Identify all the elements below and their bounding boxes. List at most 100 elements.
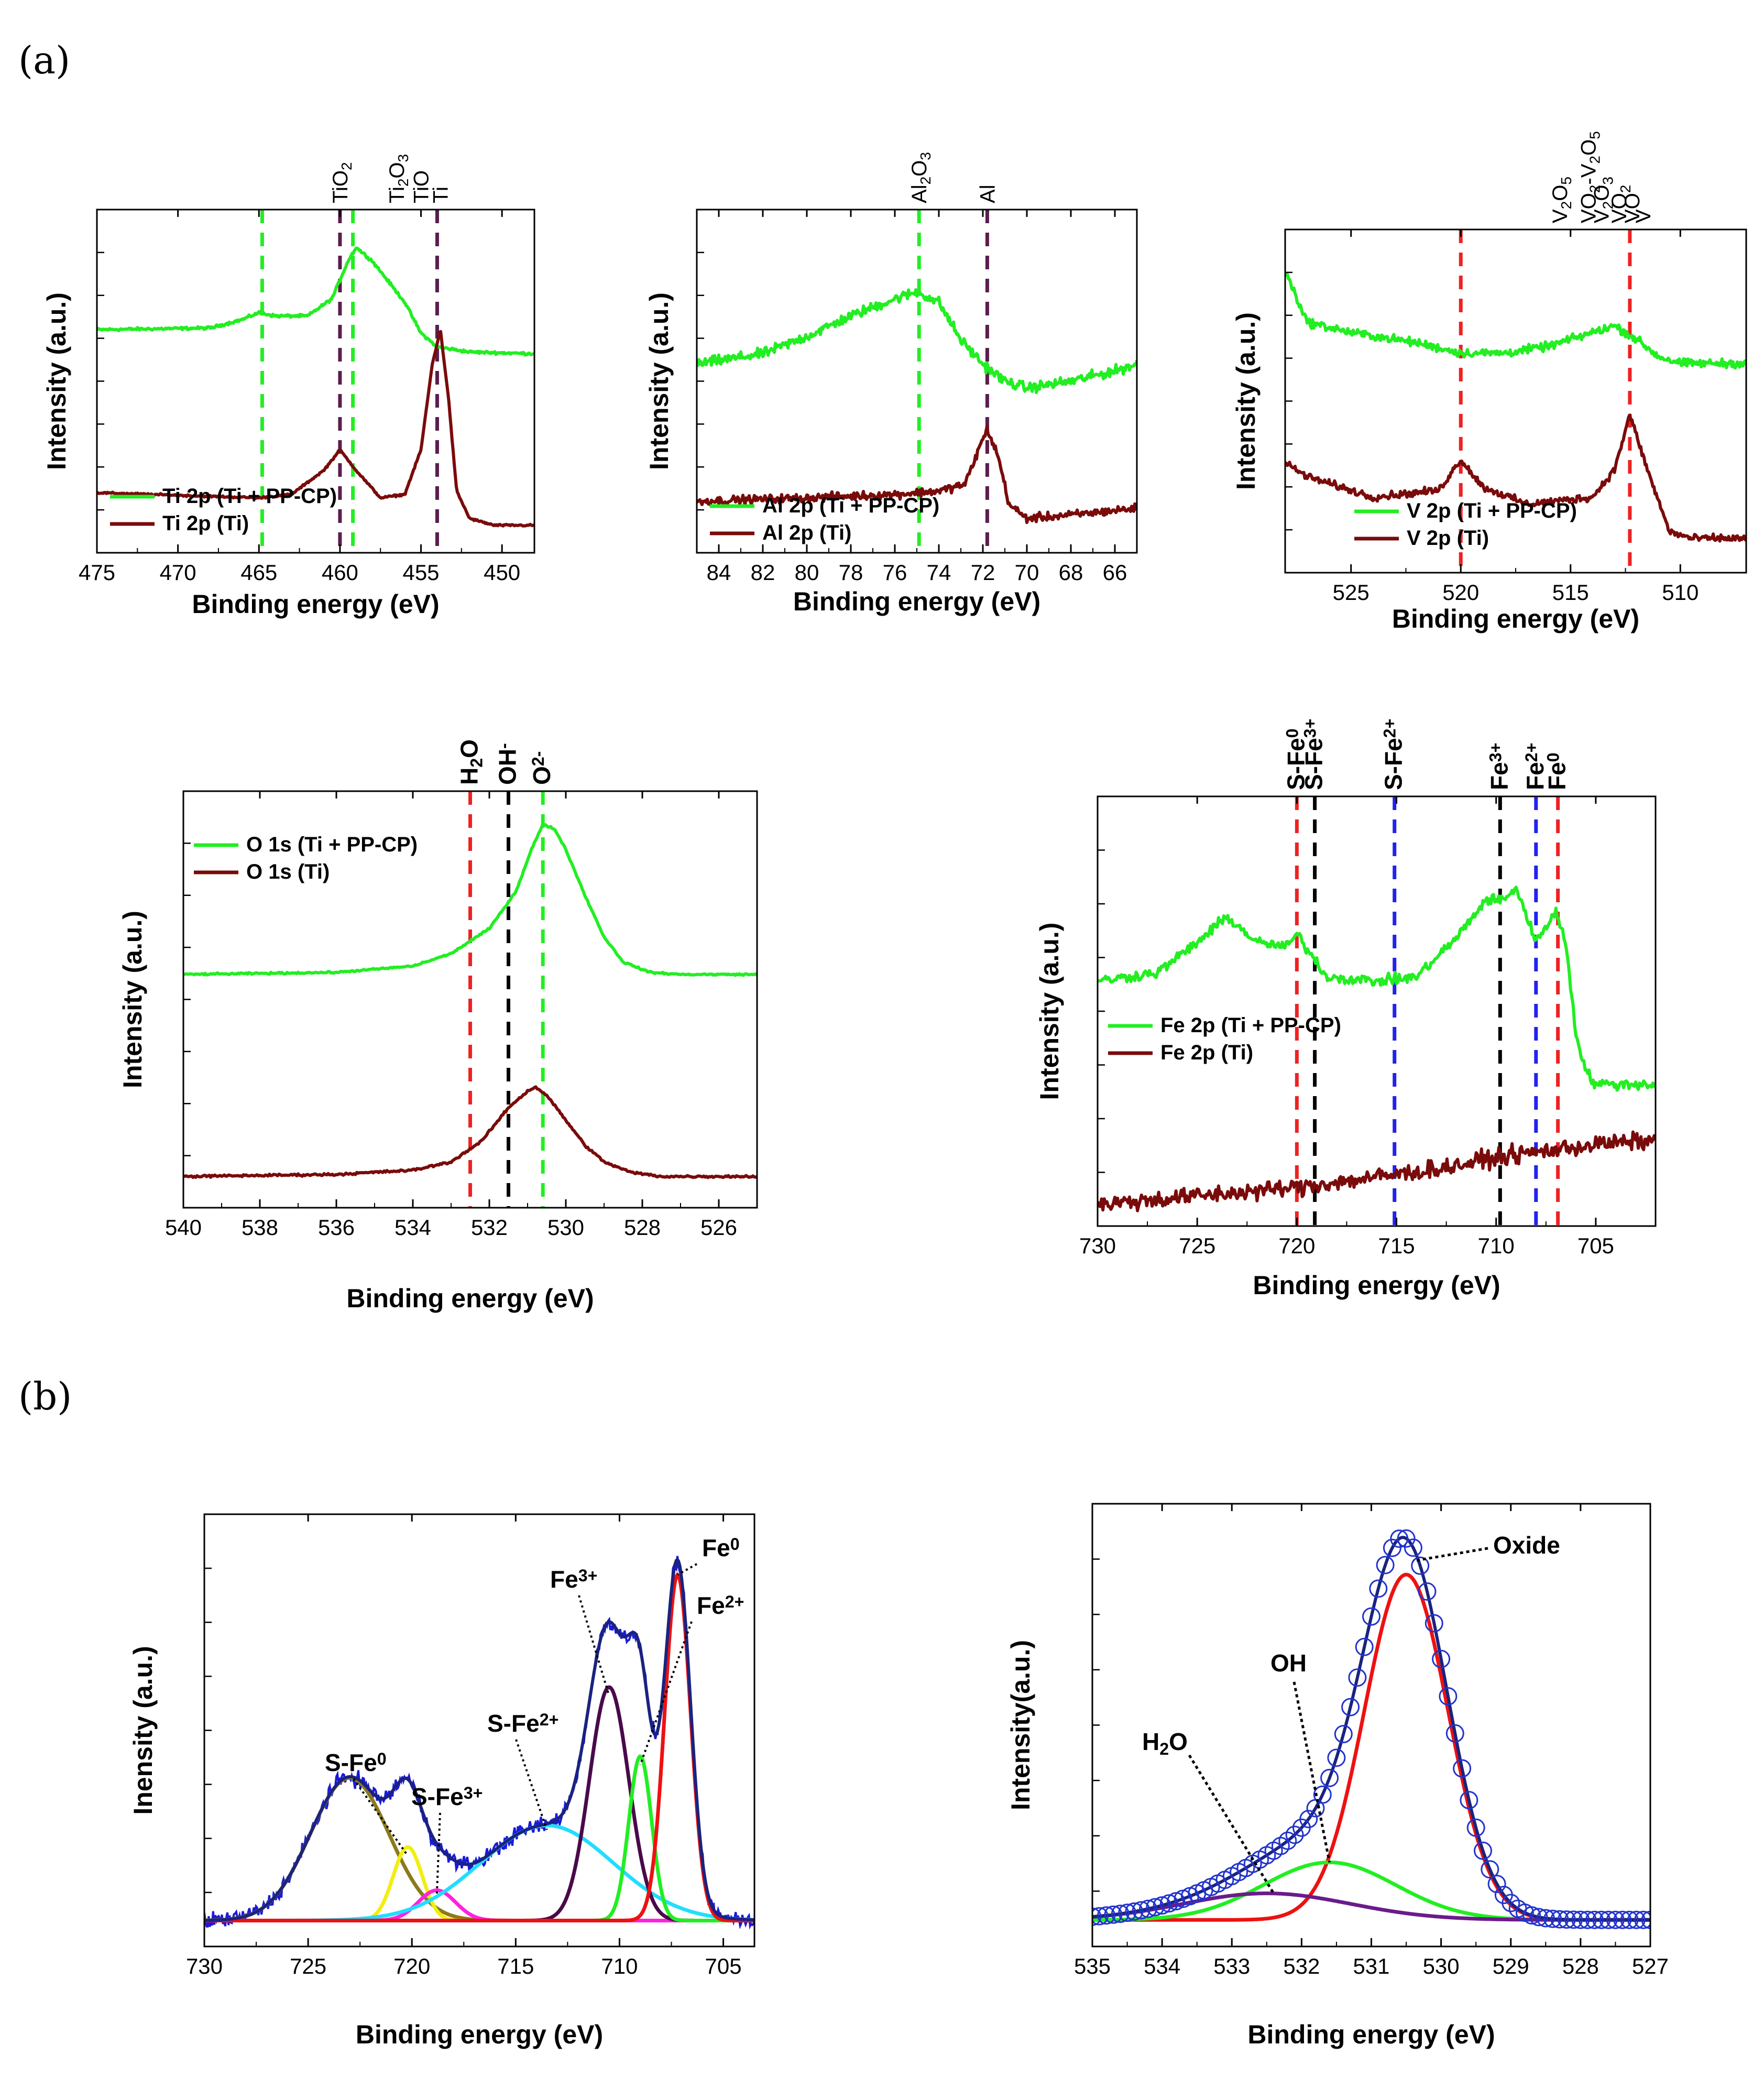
x-tick-label: 730 [186,1954,223,1978]
x-tick-label: 84 [707,560,731,585]
plot-area [1285,229,1746,573]
x-tick-label: 510 [1662,580,1699,605]
top-label: S-Fe2+ [1380,719,1407,790]
top-label: TiO [410,170,433,203]
plot-frame [1091,1503,1651,1948]
series-line-0 [1098,885,1656,1092]
x-axis-label: Binding energy (eV) [346,1284,594,1313]
data-point [1285,1825,1304,1844]
top-label: V [1632,209,1655,223]
annotation-label: Fe2+ [697,1592,744,1619]
x-tick-label: 80 [795,560,819,585]
data-point [1159,1894,1178,1913]
data-point [1167,1892,1186,1911]
panel-label-a: (a) [18,38,70,82]
chart-al2p: 84 82 80 78 76 74 72 70 68 66 Binding energy (eV) I… [644,152,1138,616]
data-point [1613,1910,1632,1929]
data-point [1453,1759,1472,1778]
x-tick-label: 78 [839,560,863,585]
data-point [1460,1791,1478,1810]
x-tick-label: 532 [471,1215,508,1240]
annotation-label: S-Fe2+ [487,1710,558,1737]
panel-label-b: (b) [18,1374,72,1418]
data-point [1529,1908,1548,1927]
top-label: Fe3+ [1485,743,1513,790]
x-tick-label: 528 [1562,1954,1599,1978]
fit-component-3 [204,1823,754,1922]
data-point [1139,1899,1157,1918]
y-axis-label: Intensity (a.u.) [1035,923,1064,1100]
legend-label: Fe 2p (Ti) [1160,1041,1253,1064]
x-tick-label: 538 [242,1215,278,1240]
data-point [1634,1910,1650,1929]
data-point [1348,1668,1367,1687]
top-label: Al [976,184,999,203]
data-point [1390,1529,1409,1548]
x-axis-label: Binding energy (eV) [1247,2020,1495,2049]
legend-label: Al 2p (Ti + PP-CP) [762,494,939,517]
chart-v2p: 525 520 515 510 Binding energy (eV) Intensity… [1231,131,1747,633]
plot-area [204,1556,754,1930]
annotation-label: S-Fe0 [325,1749,387,1776]
data-point [1599,1910,1618,1929]
data-point [1092,1907,1102,1926]
legend-label: Ti 2p (Ti) [162,512,249,535]
data-point [1313,1785,1332,1804]
data-point [1125,1902,1144,1921]
x-tick-label: 66 [1103,560,1127,585]
top-label: S-Fe3+ [1300,719,1328,790]
x-tick-label: 534 [1144,1954,1180,1978]
x-axis-label: Binding energy (eV) [192,589,439,619]
x-tick-label: 725 [290,1954,326,1978]
top-label: Fe2+ [1521,743,1549,790]
x-axis-label: Binding energy (eV) [793,587,1040,616]
top-label: TiO2 [329,162,355,203]
data-point [1627,1910,1646,1929]
x-tick-label: 540 [165,1215,202,1240]
chart-fe2p: 730 725 720 715 710 705 Binding energy (eV) Int… [1035,719,1657,1300]
data-point [1439,1687,1458,1705]
legend-label: Al 2p (Ti) [762,521,851,544]
series-line-1 [1285,413,1746,543]
data-point [1104,1905,1123,1924]
data-point [1557,1910,1576,1929]
top-label: Al2O3 [908,152,934,203]
x-tick-label: 455 [402,560,439,585]
data-point [1481,1860,1499,1879]
data-point [1362,1607,1380,1626]
x-tick-label: 526 [700,1215,737,1240]
top-label: VO [1621,193,1644,223]
x-tick-label: 76 [883,560,907,585]
x-tick-label: 530 [1423,1954,1460,1978]
series-line-0 [697,288,1137,395]
x-tick-label: 450 [484,560,520,585]
data-point [1578,1910,1597,1929]
x-tick-label: 720 [1278,1233,1315,1258]
x-tick-label: 530 [547,1215,584,1240]
top-label: H2O [456,739,486,785]
series-line-1 [97,330,534,528]
series-line-0 [183,823,757,977]
x-tick-label: 535 [1074,1954,1111,1978]
data-point [1522,1906,1541,1925]
fit-component-6 [204,1572,754,1922]
data-point [1620,1910,1639,1929]
data-point [1550,1910,1569,1929]
data-point [1432,1649,1451,1668]
data-point [1118,1904,1137,1922]
chart-fe_fit: 730 725 720 715 710 705 Binding energy (eV) Ine… [128,1513,755,2049]
y-axis-label: Intensity (a.u.) [118,911,147,1088]
data-point [1355,1637,1374,1656]
data-point [1564,1910,1583,1929]
x-tick-label: 715 [1378,1233,1415,1258]
x-tick-label: 475 [79,560,115,585]
annotation-label: Fe3+ [550,1566,597,1593]
data-point [1341,1698,1360,1716]
annotation-leader [435,1812,441,1895]
y-axis-label: Intensity (a.u.) [1231,312,1261,490]
x-axis-label: Binding energy (eV) [1253,1271,1500,1300]
data-point [1411,1556,1430,1575]
x-tick-label: 70 [1015,560,1039,585]
fit-component-4 [204,1685,754,1922]
